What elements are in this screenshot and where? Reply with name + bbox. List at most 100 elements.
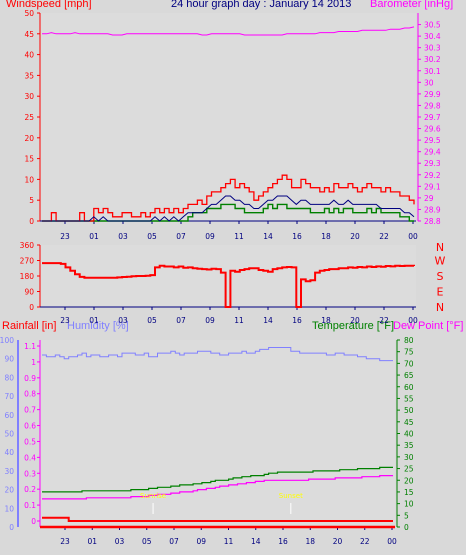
x-tick-label: 05	[147, 316, 157, 325]
x-tick-label: 11	[234, 316, 244, 325]
baro-tick-label: 29.4	[424, 148, 441, 157]
baro-tick-label: 28.9	[424, 205, 441, 214]
x-tick-label: 05	[147, 232, 157, 241]
wind-tick-label: 0	[29, 217, 34, 226]
rainfall-axis-label: Rainfall [in]	[2, 320, 57, 332]
temp-tick-label: 30	[404, 453, 414, 462]
wind-tick-label: 20	[24, 134, 34, 143]
baro-tick-label: 29.2	[424, 171, 441, 180]
humidity-tick-label: 0	[9, 523, 14, 532]
rain-tick-label: 0	[31, 517, 36, 526]
rain-tick-label: 0.4	[24, 453, 36, 462]
wind-tick-label: 35	[24, 71, 34, 80]
x-tick-label: 22	[360, 537, 370, 546]
temp-tick-label: 0	[404, 523, 409, 532]
x-tick-label: 01	[89, 232, 99, 241]
compass-label: E	[437, 286, 444, 299]
dir-tick-label: 90	[24, 288, 34, 297]
x-tick-label: 03	[115, 537, 125, 546]
avg-wind-series	[42, 195, 415, 222]
wind-tick-label: 50	[24, 9, 34, 18]
humidity-tick-label: 90	[4, 355, 14, 364]
marker-label: Sunset	[279, 492, 303, 500]
x-tick-label: 00	[408, 232, 418, 241]
x-tick-label: 09	[205, 232, 215, 241]
x-tick-label: 01	[89, 316, 99, 325]
barometer-axis-label: Barometer [inHg]	[370, 0, 454, 10]
dewpoint-series	[42, 475, 393, 500]
compass-label: N	[436, 241, 444, 254]
x-tick-label: 14	[263, 316, 273, 325]
temp-tick-label: 50	[404, 406, 414, 415]
rain-tick-label: 1.1	[24, 342, 36, 351]
wind-tick-label: 30	[24, 92, 34, 101]
baro-tick-label: 29.9	[424, 90, 441, 99]
baro-tick-label: 30.2	[424, 55, 441, 64]
temp-tick-label: 35	[404, 441, 414, 450]
rain-tick-label: 0.1	[24, 501, 36, 510]
humidity-tick-label: 60	[4, 411, 14, 420]
temp-tick-label: 25	[404, 465, 414, 474]
humidity-tick-label: 30	[4, 467, 14, 476]
x-tick-label: 23	[60, 316, 70, 325]
x-tick-label: 22	[379, 316, 389, 325]
x-tick-label: 14	[263, 232, 273, 241]
panel-wind-bg	[40, 13, 416, 221]
rainfall-series	[42, 516, 393, 522]
dewpoint-axis-label: Dew Point [°F]	[393, 320, 464, 332]
x-tick-label: 20	[350, 316, 360, 325]
wind-tick-label: 25	[24, 113, 34, 122]
humidity-tick-label: 100	[0, 336, 14, 345]
x-tick-label: 20	[333, 537, 343, 546]
panel-temp-bg	[40, 340, 395, 527]
dir-tick-label: 360	[20, 241, 35, 250]
temp-tick-label: 5	[404, 511, 409, 520]
baro-tick-label: 29.1	[424, 182, 441, 191]
baro-tick-label: 29	[424, 194, 434, 203]
humidity-tick-label: 80	[4, 373, 14, 382]
x-tick-label: 00	[387, 537, 397, 546]
x-tick-label: 09	[205, 316, 215, 325]
x-tick-label: 07	[169, 537, 179, 546]
rain-tick-label: 0.9	[24, 374, 36, 383]
wind-tick-label: 15	[24, 155, 34, 164]
baro-tick-label: 30.5	[424, 21, 441, 30]
x-tick-label: 18	[305, 537, 315, 546]
temperature-series	[42, 466, 393, 493]
x-tick-label: 18	[321, 232, 331, 241]
dir-tick-label: 180	[20, 272, 35, 281]
temp-tick-label: 60	[404, 383, 414, 392]
temp-tick-label: 75	[404, 348, 414, 357]
x-tick-label: 23	[60, 537, 70, 546]
x-tick-label: 22	[379, 232, 389, 241]
baro-tick-label: 29.3	[424, 159, 441, 168]
x-tick-label: 11	[224, 537, 234, 546]
rain-tick-label: 0.6	[24, 422, 36, 431]
baro-tick-label: 29.6	[424, 125, 441, 134]
x-tick-label: 01	[87, 537, 97, 546]
rain-tick-label: 0.3	[24, 469, 36, 478]
humidity-tick-label: 10	[4, 504, 14, 513]
x-tick-label: 23	[60, 232, 70, 241]
dir-tick-label: 0	[29, 303, 34, 312]
humidity-tick-label: 50	[4, 430, 14, 439]
compass-label: S	[437, 270, 444, 283]
temp-tick-label: 20	[404, 476, 414, 485]
direction-series	[42, 262, 415, 308]
temp-tick-label: 15	[404, 488, 414, 497]
x-tick-label: 09	[196, 537, 206, 546]
baro-tick-label: 30.1	[424, 67, 441, 76]
baro-tick-label: 29.8	[424, 101, 441, 110]
temp-tick-label: 40	[404, 430, 414, 439]
temp-tick-label: 45	[404, 418, 414, 427]
rain-tick-label: 0.8	[24, 390, 36, 399]
wind-tick-label: 40	[24, 51, 34, 60]
baro-tick-label: 29.7	[424, 113, 441, 122]
x-tick-label: 16	[292, 316, 302, 325]
temp-tick-label: 10	[404, 500, 414, 509]
x-tick-label: 16	[292, 232, 302, 241]
rain-tick-label: 1	[31, 358, 36, 367]
chart-title: 24 hour graph day : January 14 2013	[171, 0, 352, 10]
